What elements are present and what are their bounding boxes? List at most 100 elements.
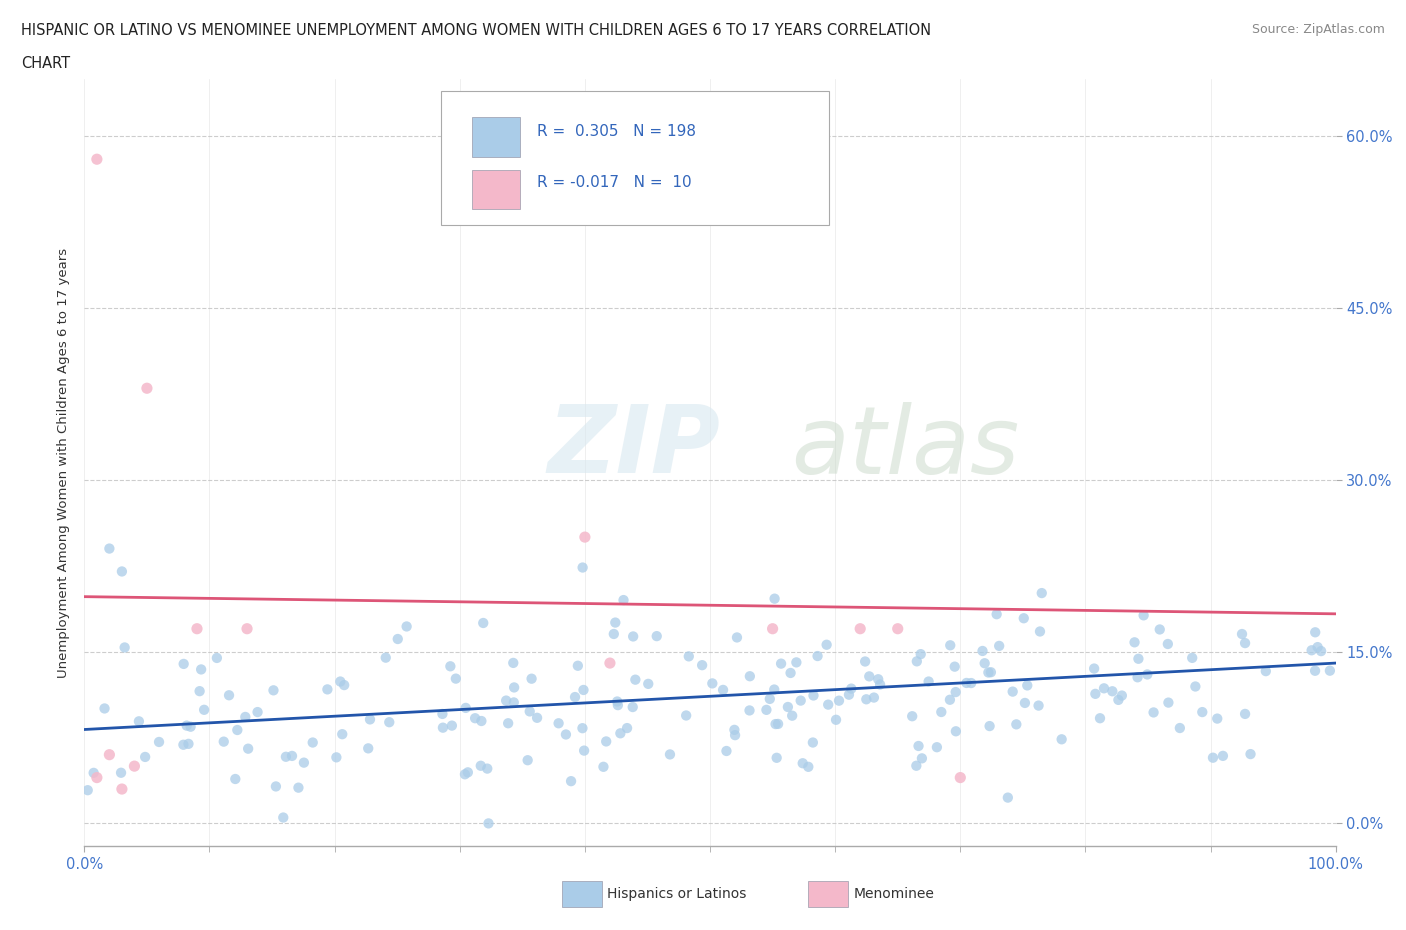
Point [911, 751, 934, 765]
Point [1107, 693, 1129, 708]
Point [986, 606, 1008, 621]
Point [960, 675, 983, 690]
Point [470, 713, 492, 728]
Point [765, 751, 787, 765]
Point [572, 683, 595, 698]
Point [495, 693, 517, 708]
Point [738, 669, 761, 684]
Point [621, 629, 644, 644]
Point [1142, 705, 1164, 720]
Point [606, 694, 628, 709]
Point [659, 747, 682, 762]
Point [939, 692, 962, 707]
Point [1191, 705, 1213, 720]
Point [236, 741, 259, 756]
Point [905, 654, 928, 669]
Point [763, 682, 786, 697]
FancyBboxPatch shape [441, 90, 830, 225]
Point [212, 734, 235, 749]
Point [1012, 611, 1035, 626]
Point [316, 682, 339, 697]
Point [574, 530, 596, 545]
Point [464, 711, 486, 725]
Point [188, 684, 211, 698]
Point [526, 711, 548, 725]
Point [330, 726, 353, 741]
Point [792, 756, 814, 771]
Point [839, 681, 862, 696]
Point [193, 702, 215, 717]
Point [439, 658, 461, 673]
Point [329, 674, 352, 689]
Point [945, 724, 967, 738]
Text: ZIP: ZIP [547, 402, 720, 493]
Point [609, 726, 631, 741]
Point [110, 765, 132, 780]
Point [1212, 749, 1234, 764]
Point [432, 707, 454, 722]
Point [114, 640, 136, 655]
Point [233, 710, 256, 724]
Point [136, 380, 159, 395]
Point [1092, 681, 1115, 696]
Point [979, 719, 1001, 734]
Point [496, 716, 519, 731]
Point [1254, 664, 1277, 679]
Point [785, 655, 807, 670]
Point [766, 716, 789, 731]
Point [869, 677, 891, 692]
Point [612, 592, 634, 607]
Point [1050, 732, 1073, 747]
Point [1001, 684, 1024, 699]
Text: R =  0.305   N = 198: R = 0.305 N = 198 [537, 124, 696, 139]
Point [789, 693, 811, 708]
Point [988, 639, 1011, 654]
Point [271, 810, 294, 825]
Point [616, 721, 638, 736]
Point [177, 737, 200, 751]
Point [738, 703, 761, 718]
Point [226, 723, 249, 737]
Point [287, 780, 309, 795]
Point [395, 619, 418, 634]
Point [432, 720, 454, 735]
Point [997, 790, 1019, 805]
Point [1031, 586, 1053, 601]
Point [855, 692, 877, 707]
Point [571, 560, 593, 575]
Point [901, 709, 924, 724]
Point [977, 665, 1000, 680]
Point [1168, 721, 1191, 736]
Point [711, 683, 734, 698]
Point [645, 629, 668, 644]
Point [555, 727, 578, 742]
Point [949, 770, 972, 785]
FancyBboxPatch shape [472, 169, 520, 209]
Point [1132, 608, 1154, 623]
Point [560, 774, 582, 789]
Point [502, 656, 524, 671]
Point [1029, 624, 1052, 639]
Point [943, 659, 966, 674]
Point [905, 758, 928, 773]
Point [1202, 751, 1225, 765]
Point [111, 564, 134, 578]
Point [128, 714, 150, 729]
Point [246, 705, 269, 720]
Point [236, 621, 259, 636]
Point [945, 684, 967, 699]
Point [454, 767, 477, 782]
Point [624, 672, 647, 687]
Point [1157, 695, 1180, 710]
Text: HISPANIC OR LATINO VS MENOMINEE UNEMPLOYMENT AMONG WOMEN WITH CHILDREN AGES 6 TO: HISPANIC OR LATINO VS MENOMINEE UNEMPLOY… [21, 23, 931, 38]
Point [770, 657, 793, 671]
Y-axis label: Unemployment Among Women with Children Ages 6 to 17 years: Unemployment Among Women with Children A… [58, 247, 70, 678]
Point [148, 735, 170, 750]
Point [454, 700, 477, 715]
Point [825, 712, 848, 727]
Point [803, 688, 825, 703]
Point [1301, 643, 1323, 658]
Point [378, 715, 401, 730]
Point [838, 687, 860, 702]
FancyBboxPatch shape [472, 117, 520, 157]
